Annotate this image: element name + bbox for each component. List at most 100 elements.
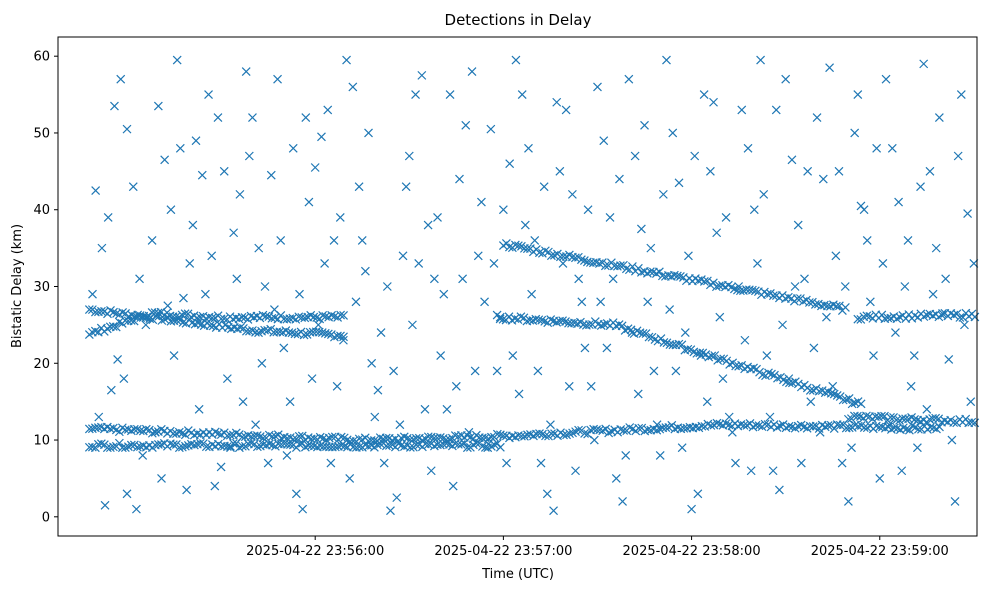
scatter-point <box>768 466 778 476</box>
track-3-point <box>935 422 944 432</box>
scatter-point <box>837 458 847 468</box>
track-5-point <box>654 267 664 277</box>
scatter-point <box>376 328 386 337</box>
track-4-point <box>405 442 415 452</box>
scatter-point <box>445 90 455 100</box>
track-3-point <box>547 429 556 439</box>
track-5-point <box>768 291 778 301</box>
scatter-point <box>232 274 242 284</box>
scatter-point <box>141 320 151 330</box>
scatter-point <box>291 489 301 499</box>
scatter-point <box>875 473 885 483</box>
scatter-point <box>950 497 960 506</box>
track-4-point <box>372 440 382 450</box>
track-1-point <box>193 318 203 328</box>
scatter-point <box>897 466 907 476</box>
scatter-point <box>351 297 361 307</box>
track-5-point <box>627 262 637 271</box>
track-7-point <box>970 312 980 322</box>
scatter-point <box>386 506 395 516</box>
track-2-point <box>309 312 319 322</box>
scatter-point <box>360 266 370 276</box>
track-5-point <box>708 278 718 288</box>
track-4-point <box>423 440 433 449</box>
track-4-point <box>252 442 262 452</box>
scatter-point <box>778 320 787 330</box>
scatter-point <box>345 473 355 483</box>
scatter-point <box>894 197 904 207</box>
scatter-point <box>241 67 251 76</box>
track-5-point <box>546 251 556 261</box>
scatter-point <box>269 305 279 314</box>
scatter-point <box>925 166 935 176</box>
scatter-point <box>527 289 537 299</box>
scatter-point <box>781 74 791 84</box>
track-2-point <box>207 313 217 323</box>
scatter-point <box>119 374 129 384</box>
track-3-point <box>535 429 544 438</box>
scatter-point <box>273 74 282 84</box>
scatter-point <box>693 489 703 499</box>
scatter-point <box>389 366 399 376</box>
scatter-point <box>934 113 944 123</box>
track-4-point <box>456 440 466 449</box>
track-1-point <box>339 332 348 342</box>
scatter-point <box>401 182 411 192</box>
track-6-point <box>764 368 773 378</box>
track-8-point <box>843 414 853 424</box>
scatter-point <box>417 70 427 80</box>
track-6-point <box>558 316 568 326</box>
scatter-point <box>414 259 424 268</box>
track-4-point <box>96 439 106 449</box>
scatter-point <box>903 236 913 245</box>
track-4-point <box>462 443 472 453</box>
scatter-point <box>458 274 468 284</box>
scatter-point <box>332 381 342 391</box>
scatter-point <box>188 220 198 230</box>
scatter-point <box>88 289 97 299</box>
scatter-point <box>106 385 116 395</box>
scatter-point <box>357 236 367 245</box>
scatter-point <box>793 220 803 230</box>
track-6-point <box>823 387 833 397</box>
scatter-point <box>956 90 966 100</box>
y-tick-label: 40 <box>33 203 50 218</box>
track-5-point <box>594 259 604 268</box>
track-6-point <box>838 395 848 405</box>
scatter-point <box>596 297 606 307</box>
track-5-point <box>750 286 760 296</box>
track-3-point <box>859 423 869 432</box>
track-3-point <box>411 433 421 443</box>
track-3-point <box>706 421 716 430</box>
track-5-point <box>522 244 532 254</box>
y-tick-label: 0 <box>42 510 50 525</box>
track-1-point <box>290 329 300 339</box>
track-6-point <box>707 351 717 361</box>
scatter-point <box>884 420 894 430</box>
scatter-point <box>451 381 461 391</box>
scatter-point <box>665 305 675 314</box>
scatter-point <box>624 74 634 84</box>
track-3-point <box>823 421 833 431</box>
track-3-point <box>661 423 671 432</box>
scatter-point <box>916 182 925 192</box>
scatter-point <box>122 489 132 499</box>
scatter-point <box>774 485 784 495</box>
scatter-point <box>251 420 261 430</box>
scatter-point <box>633 389 643 399</box>
track-3-point <box>697 421 707 431</box>
scatter-point <box>618 497 627 506</box>
track-4-point <box>231 438 241 448</box>
scatter-point <box>524 143 533 153</box>
track-3-point <box>712 418 722 428</box>
track-6-point <box>829 389 839 399</box>
scatter-point <box>853 90 863 100</box>
scatter-point <box>354 182 364 192</box>
scatter-point <box>818 174 828 184</box>
scatter-point <box>483 443 493 453</box>
scatter-point <box>295 289 304 299</box>
scatter-point <box>749 205 759 215</box>
track-3-point <box>829 424 839 433</box>
scatter-point <box>759 189 769 199</box>
track-4-point <box>294 439 304 449</box>
